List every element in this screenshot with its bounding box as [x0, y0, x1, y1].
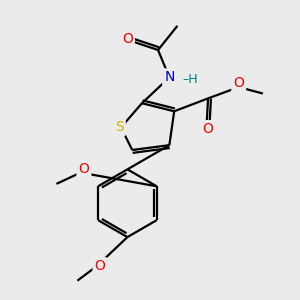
Text: O: O — [233, 76, 244, 90]
Text: O: O — [78, 162, 89, 176]
Text: O: O — [94, 259, 105, 273]
Text: O: O — [202, 122, 214, 136]
Text: –H: –H — [182, 73, 198, 85]
Text: N: N — [164, 70, 175, 84]
Text: O: O — [122, 32, 133, 46]
Text: S: S — [115, 120, 124, 134]
